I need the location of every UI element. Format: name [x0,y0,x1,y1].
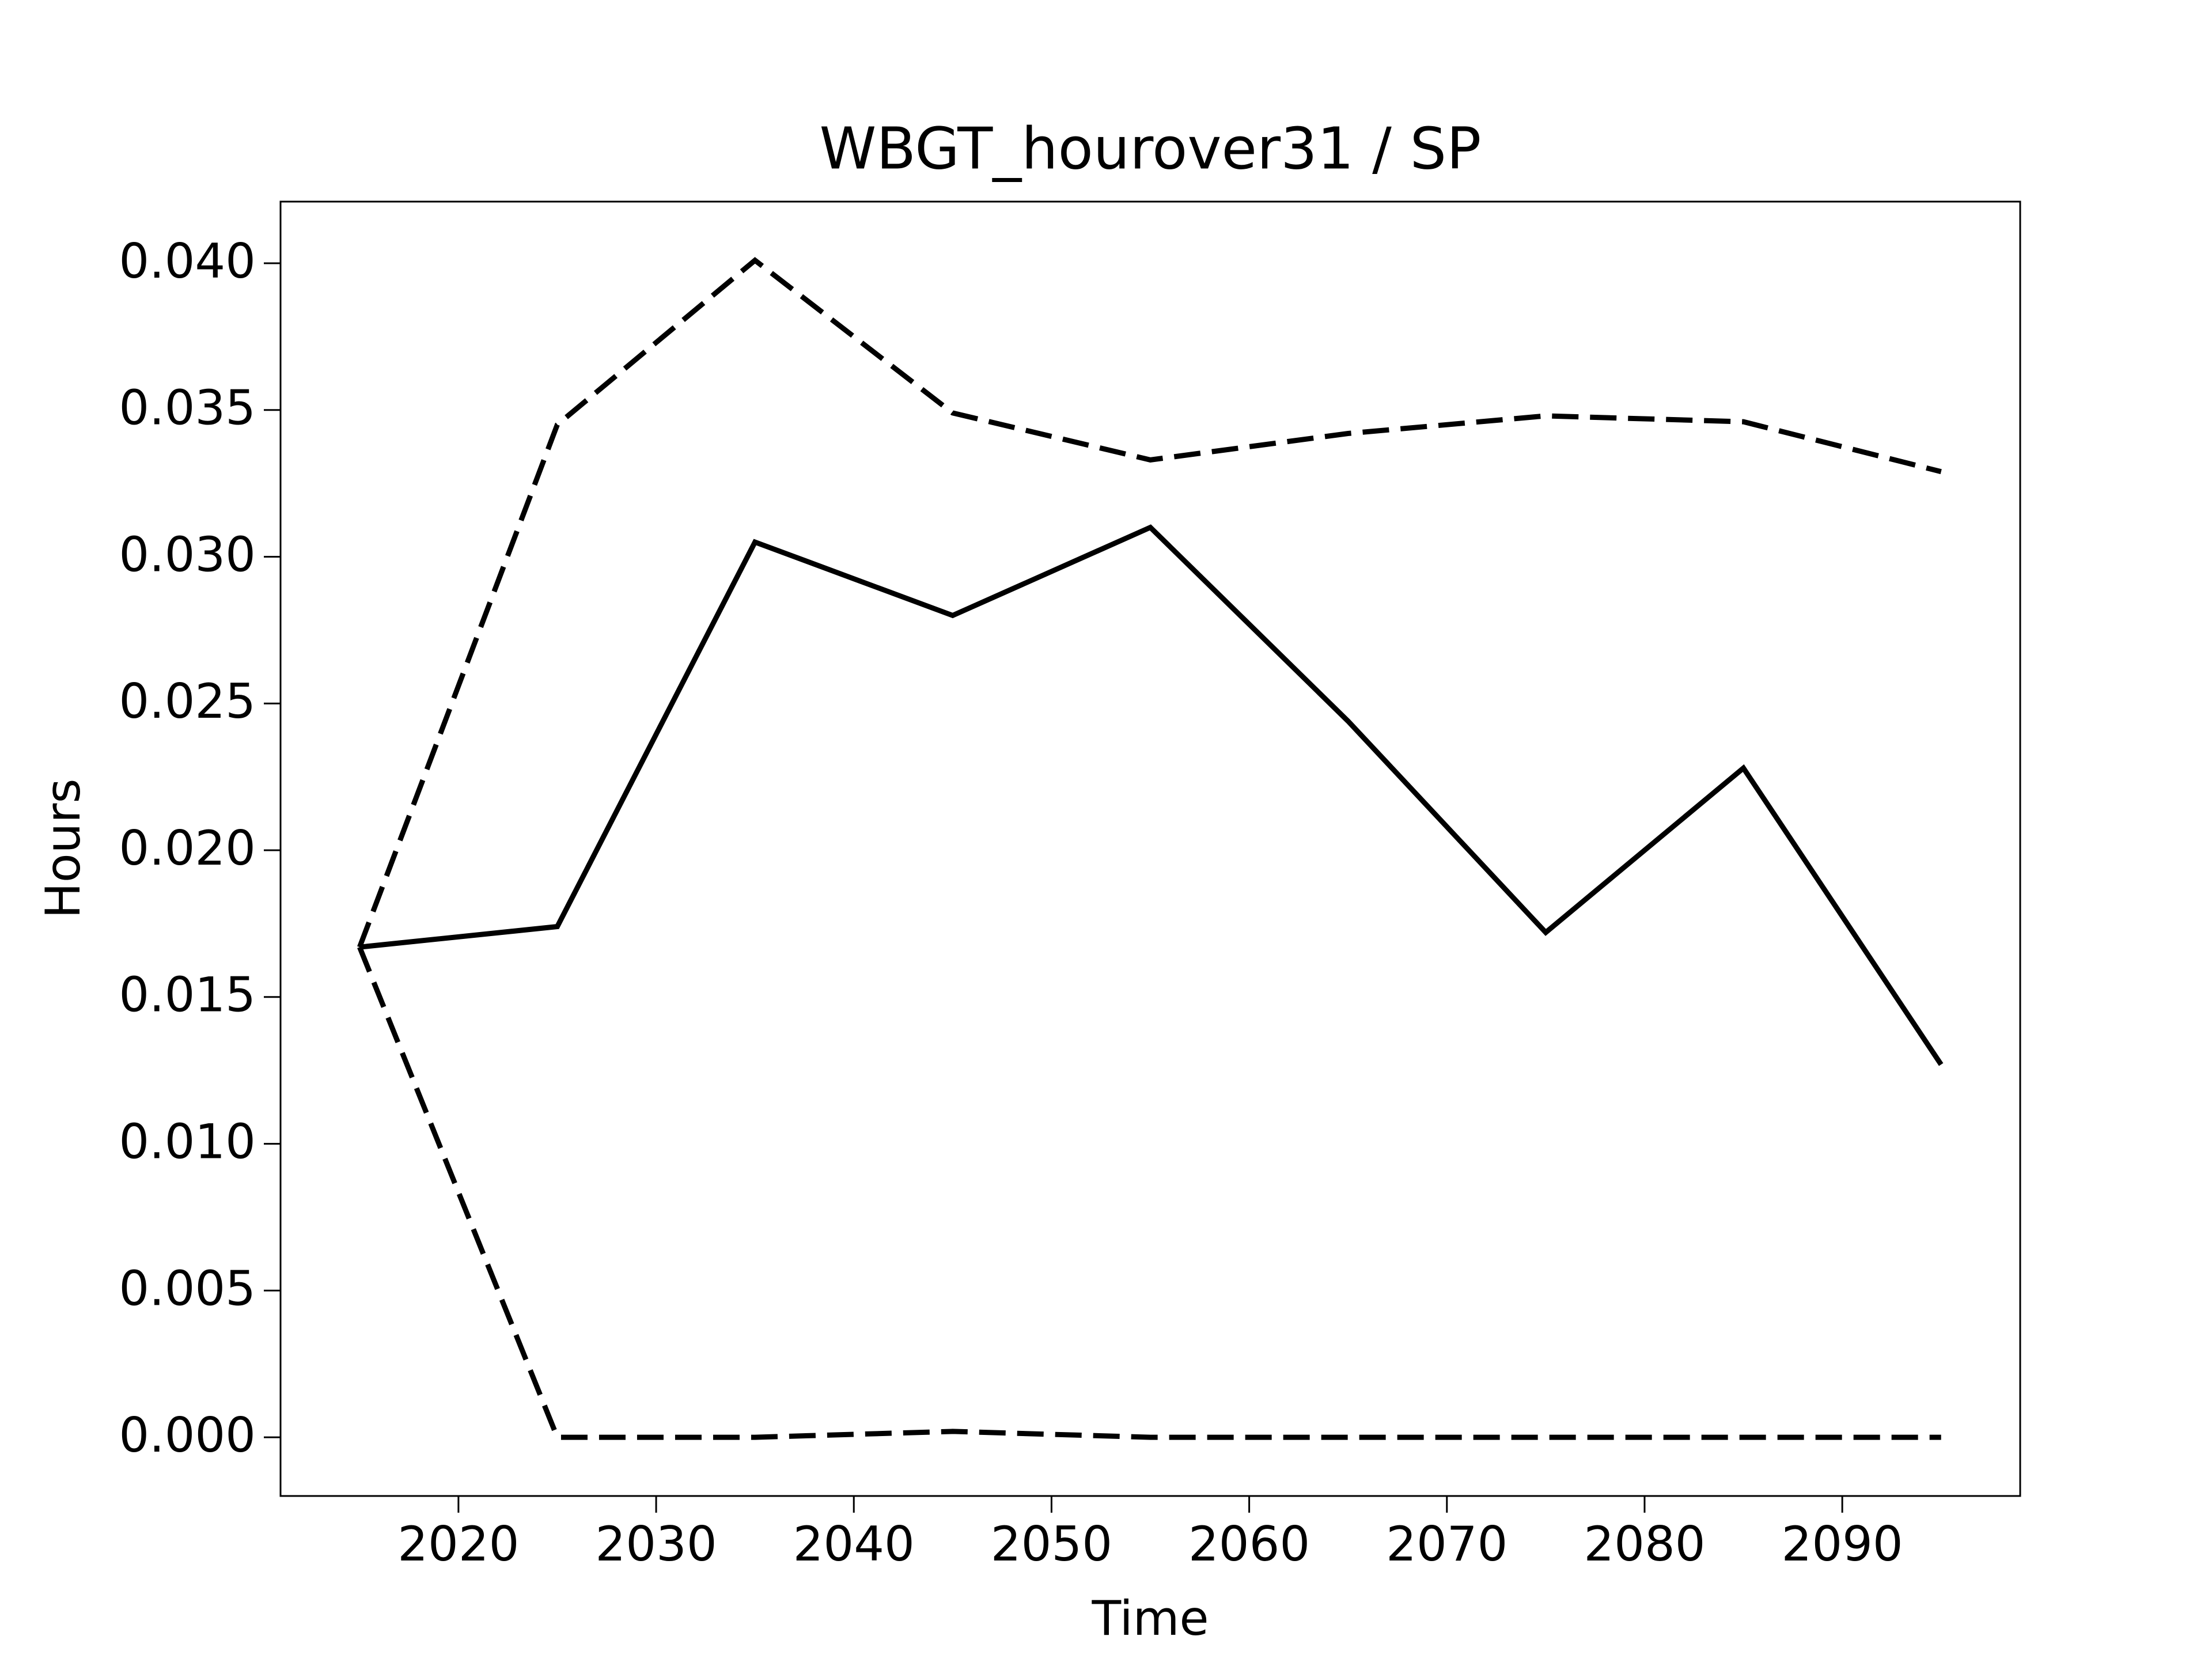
y-tick-label: 0.000 [119,1407,256,1463]
plot-frame [279,200,2021,1497]
series-line [357,257,1942,948]
y-tick-label: 0.005 [119,1260,256,1316]
series-line [359,524,1944,1066]
y-tick-label: 0.015 [119,967,256,1023]
y-tick-label: 0.010 [119,1114,256,1170]
chart-title: WBGT_hourover31 / SP [820,115,1482,182]
x-tick-label: 2030 [595,1516,717,1572]
x-tick-label: 2050 [991,1516,1112,1572]
x-tick-label: 2040 [793,1516,915,1572]
x-tick-label: 2080 [1584,1516,1705,1572]
x-tick-label: 2090 [1782,1516,1903,1572]
y-tick-label: 0.035 [119,380,256,436]
x-tick-label: 2070 [1386,1516,1508,1572]
y-tick-label: 0.030 [119,527,256,582]
y-tick-label: 0.040 [119,233,256,289]
y-tick-label: 0.025 [119,673,256,729]
x-tick-label: 2020 [397,1516,519,1572]
series-line [357,946,1941,1440]
y-tick-label: 0.020 [119,820,256,876]
x-axis-label: Time [1091,1590,1209,1646]
y-axis-label: Hours [35,778,91,918]
x-tick-label: 2060 [1188,1516,1310,1572]
